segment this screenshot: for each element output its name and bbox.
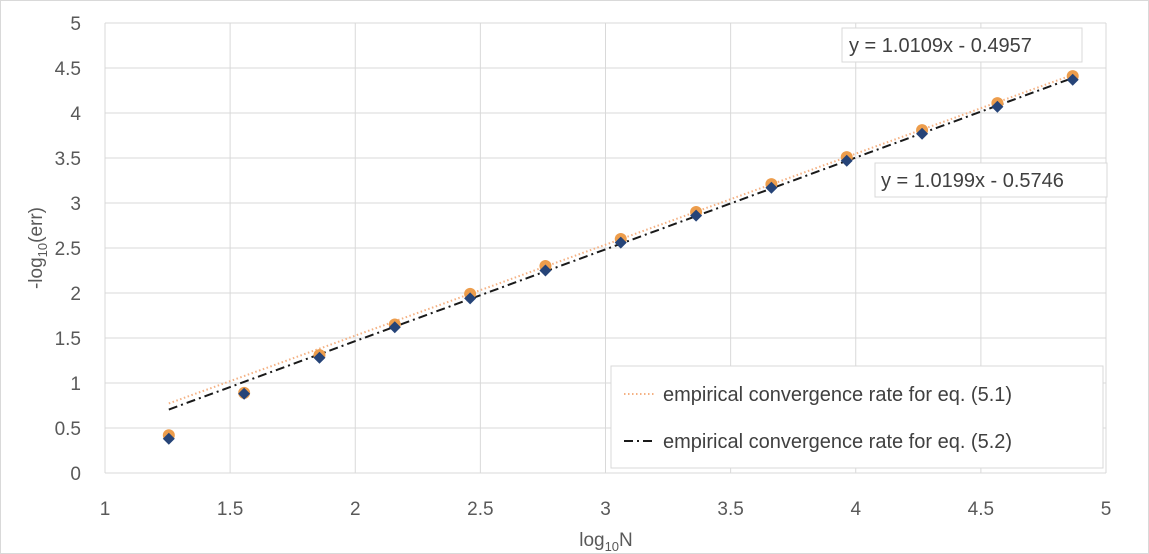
- data-point-diamond: [614, 236, 627, 249]
- x-axis-title: log10N: [579, 530, 633, 554]
- x-tick-label: 3: [600, 499, 611, 520]
- y-tick-label: 5: [70, 14, 81, 35]
- data-point-diamond: [1066, 73, 1079, 86]
- data-point-diamond: [765, 181, 778, 194]
- data-point-diamond: [313, 351, 326, 364]
- y-tick-labels: 0 0.5 1 1.5 2 2.5 3 3.5 4 4.5 5: [55, 14, 82, 485]
- gridlines: [104, 22, 1107, 474]
- data-points: [162, 70, 1079, 445]
- x-tick-label: 3.5: [717, 499, 743, 520]
- x-tick-label: 1.5: [217, 499, 243, 520]
- y-tick-label: 1: [70, 374, 81, 395]
- equation-text-1: y = 1.0109x - 0.4957: [849, 35, 1032, 57]
- x-tick-label: 4.5: [968, 499, 994, 520]
- y-tick-label: 3: [70, 194, 81, 215]
- x-tick-label: 4: [850, 499, 861, 520]
- x-tick-label: 1: [100, 499, 111, 520]
- data-point-diamond: [464, 292, 477, 305]
- y-tick-label: 4: [70, 104, 81, 125]
- x-tick-label: 2: [350, 499, 361, 520]
- legend: empirical convergence rate for eq. (5.1)…: [610, 365, 1104, 469]
- data-point-diamond: [539, 264, 552, 277]
- y-tick-label: 3.5: [55, 149, 81, 170]
- data-point-diamond: [238, 387, 251, 400]
- legend-label-2: empirical convergence rate for eq. (5.2): [663, 431, 1012, 453]
- equation-label-2: y = 1.0199x - 0.5746: [874, 162, 1108, 198]
- x-tick-labels: 1 1.5 2 2.5 3 3.5 4 4.5 5: [100, 499, 1112, 520]
- y-tick-label: 2.5: [55, 239, 81, 260]
- equation-text-2: y = 1.0199x - 0.5746: [881, 170, 1064, 192]
- y-tick-label: 4.5: [55, 59, 81, 80]
- data-point-diamond: [840, 154, 853, 167]
- x-tick-label: 5: [1101, 499, 1112, 520]
- data-point-diamond: [991, 100, 1004, 113]
- y-tick-label: 0.5: [55, 419, 81, 440]
- x-tick-label: 2.5: [467, 499, 493, 520]
- y-tick-label: 2: [70, 284, 81, 305]
- legend-label-1: empirical convergence rate for eq. (5.1): [663, 384, 1012, 406]
- y-tick-label: 0: [70, 464, 81, 485]
- data-point-diamond: [388, 321, 401, 334]
- data-point-diamond: [162, 432, 175, 445]
- y-tick-label: 1.5: [55, 329, 81, 350]
- equation-label-1: y = 1.0109x - 0.4957: [841, 27, 1083, 63]
- y-axis-title: -log10(err): [26, 207, 50, 289]
- data-point-diamond: [916, 127, 929, 140]
- data-point-diamond: [690, 209, 703, 222]
